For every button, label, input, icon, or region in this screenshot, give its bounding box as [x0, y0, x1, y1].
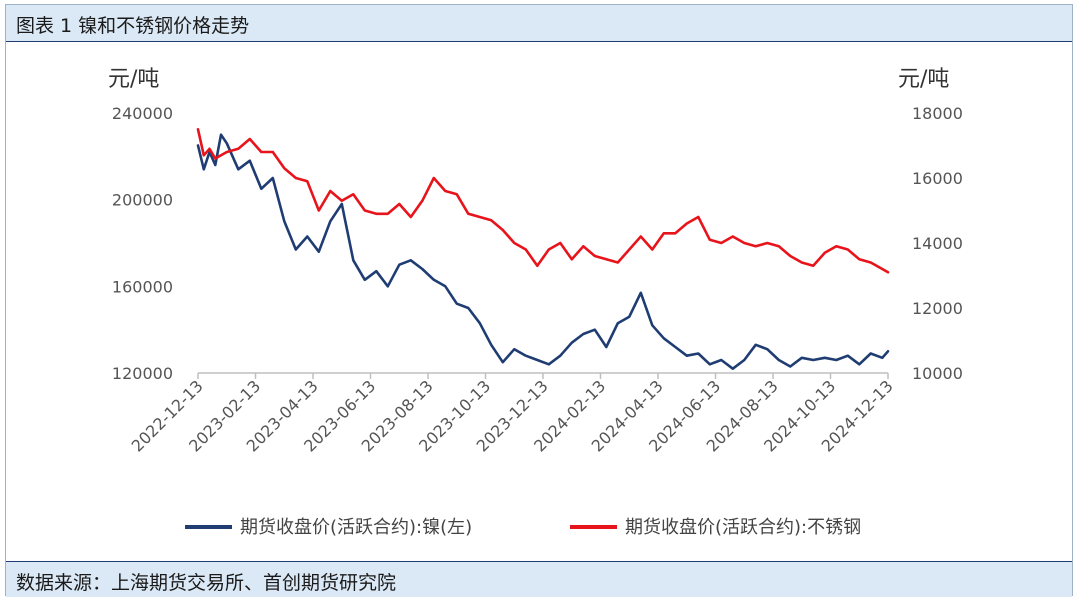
left-tick-label: 200000 [112, 191, 173, 210]
source-note: 数据来源：上海期货交易所、首创期货研究院 [16, 572, 397, 594]
right-tick-label: 18000 [912, 104, 963, 123]
source-bar: 数据来源：上海期货交易所、首创期货研究院 [6, 561, 1072, 597]
right-tick-label: 10000 [912, 364, 963, 383]
figure-title: 图表 1 镍和不锈钢价格走势 [16, 15, 250, 37]
legend-nickel-label: 期货收盘价(活跃合约):镍(左) [240, 517, 472, 538]
right-tick-label: 12000 [912, 299, 963, 318]
left-axis-unit: 元/吨 [108, 67, 159, 92]
left-tick-label: 240000 [112, 104, 173, 123]
left-tick-label: 160000 [112, 277, 173, 296]
right-tick-label: 16000 [912, 169, 963, 188]
left-tick-label: 120000 [112, 364, 173, 383]
right-tick-label: 14000 [912, 234, 963, 253]
right-axis-unit: 元/吨 [898, 67, 949, 92]
legend-stainless-label: 期货收盘价(活跃合约):不锈钢 [625, 517, 861, 538]
stainless-price-line [196, 128, 890, 274]
figure-title-bar: 图表 1 镍和不锈钢价格走势 [6, 5, 1072, 42]
nickel-price-line [196, 133, 890, 371]
